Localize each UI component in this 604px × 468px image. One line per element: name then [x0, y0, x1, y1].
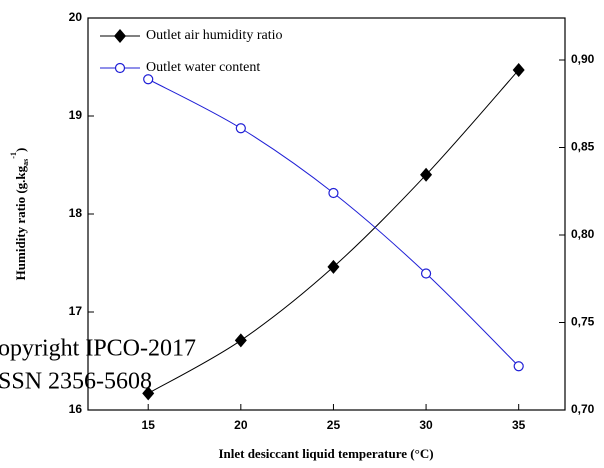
y2-tick-label: 0,70 [571, 402, 595, 416]
y-label-sub: as [21, 159, 30, 166]
y-tick-label: 20 [69, 10, 83, 24]
y-tick-label: 19 [69, 108, 83, 122]
x-tick-label: 35 [512, 418, 526, 432]
y2-tick-label: 0,90 [571, 52, 595, 66]
y-label-sup: -1 [9, 152, 18, 159]
data-point [420, 167, 433, 182]
data-point [420, 268, 432, 279]
watermark: SSN 2356-5608 [0, 369, 152, 395]
data-point [513, 361, 524, 372]
x-tick-label: 15 [142, 418, 156, 432]
x-axis-label: Inlet desiccant liquid temperature (°C) [218, 446, 433, 461]
x-tick-label: 20 [234, 418, 248, 432]
y-label-close: ) [13, 148, 28, 152]
y2-tick-label: 0,80 [571, 227, 595, 241]
y-label-text: Humidity ratio (g.kg [13, 165, 28, 280]
legend-label: Outlet air humidity ratio [146, 28, 282, 43]
y2-tick-label: 0,75 [571, 315, 595, 329]
data-point [327, 259, 340, 274]
legend-marker [114, 62, 126, 74]
series-line [147, 69, 520, 394]
x-tick-label: 30 [419, 418, 433, 432]
data-point [234, 333, 247, 348]
y-tick-label: 16 [69, 402, 83, 416]
data-point [235, 123, 246, 134]
y2-tick-label: 0,85 [571, 140, 595, 154]
data-point [142, 386, 155, 401]
y-tick-label: 18 [69, 206, 83, 220]
data-point [328, 187, 339, 199]
series-line [147, 78, 520, 367]
x-tick-label: 25 [327, 418, 341, 432]
watermark: opyright IPCO-2017 [0, 336, 196, 362]
y-axis-label: Humidity ratio (g.kgas-1) [9, 148, 30, 281]
legend-label: Outlet water content [146, 60, 260, 75]
y-tick-label: 17 [69, 304, 83, 318]
data-point [143, 74, 154, 85]
data-point [512, 62, 525, 77]
legend-marker [114, 29, 126, 43]
